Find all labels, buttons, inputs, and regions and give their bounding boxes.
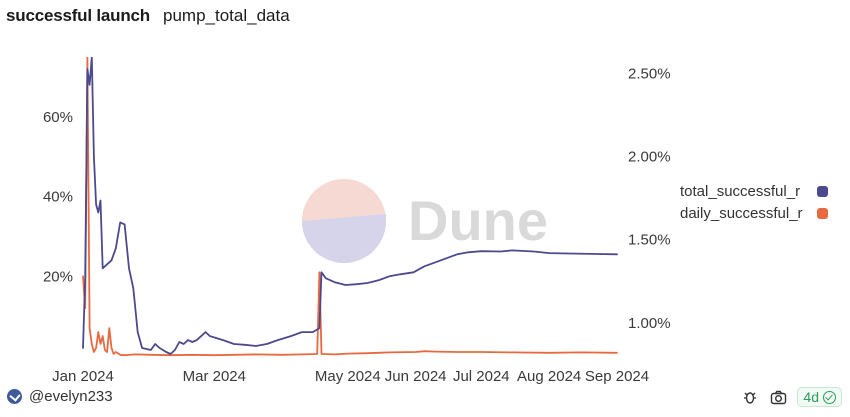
y-right-tick-label: 1.00% (628, 315, 671, 332)
x-tick-label: Aug 2024 (517, 368, 581, 385)
x-tick-label: Sep 2024 (585, 368, 649, 385)
avatar (7, 389, 22, 404)
dune-watermark: Dune (302, 179, 548, 263)
series-line-daily-successful-r (82, 57, 618, 357)
check-circle-icon (823, 390, 836, 404)
footer-actions: 4d (741, 387, 842, 407)
y-left-tick-label: 60% (43, 109, 73, 126)
y-left-tick-label: 40% (43, 189, 73, 206)
x-tick-label: May 2024 (315, 368, 381, 385)
bug-icon[interactable] (741, 388, 759, 406)
x-tick-label: Jan 2024 (52, 368, 114, 385)
chart-header: successful launch pump_total_data (6, 6, 290, 30)
watermark-text: Dune (408, 189, 548, 252)
author-footer[interactable]: @evelyn233 (7, 388, 113, 405)
chart-title: successful launch (6, 6, 150, 25)
legend-swatch-total (817, 185, 828, 197)
x-tick-label: Jun 2024 (385, 368, 447, 385)
freshness-text: 4d (803, 389, 819, 405)
legend-item-total[interactable]: total_successful_r (680, 180, 828, 202)
x-tick-label: Jul 2024 (453, 368, 510, 385)
legend-label-total: total_successful_r (680, 182, 801, 200)
freshness-badge[interactable]: 4d (797, 387, 842, 407)
legend-label-daily: daily_successful_r (680, 204, 803, 222)
query-name[interactable]: pump_total_data (163, 6, 290, 25)
legend-swatch-daily (817, 207, 828, 219)
series-line-total-successful-r (82, 57, 618, 355)
camera-icon[interactable] (769, 388, 787, 406)
legend-item-daily[interactable]: daily_successful_r (680, 202, 828, 224)
author-handle: @evelyn233 (29, 388, 113, 405)
y-right-tick-label: 2.00% (628, 149, 671, 166)
y-left-tick-label: 20% (43, 268, 73, 285)
x-tick-label: Mar 2024 (183, 368, 246, 385)
y-right-tick-label: 1.50% (628, 232, 671, 249)
y-right-tick-label: 2.50% (628, 66, 671, 83)
dune-logo-icon-shade (302, 214, 386, 263)
chart-legend: total_successful_r daily_successful_r (680, 180, 828, 224)
